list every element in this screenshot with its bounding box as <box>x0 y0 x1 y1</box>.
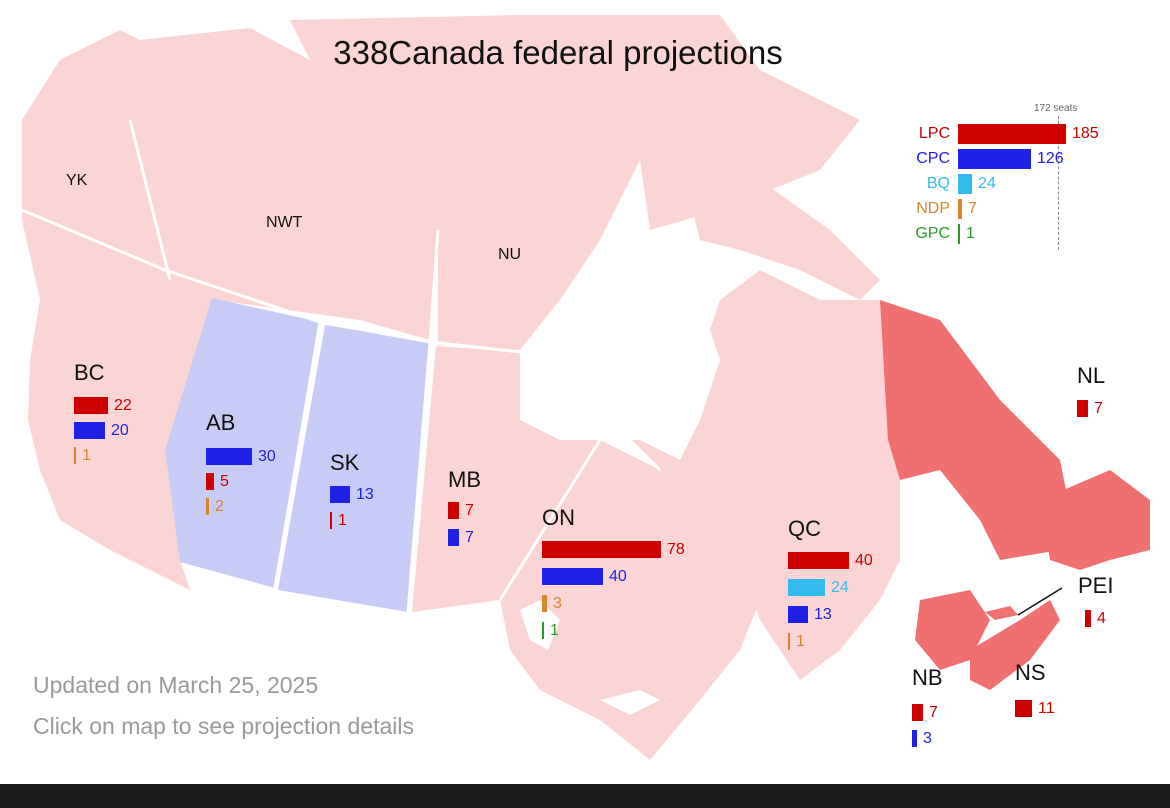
seat-value-bc-cpc: 20 <box>111 422 129 439</box>
legend-value-cpc: 126 <box>1037 150 1064 167</box>
legend-label-bq: BQ <box>926 175 950 192</box>
majority-label: 172 seats <box>1034 103 1078 114</box>
province-label-ab: AB <box>206 410 236 435</box>
click-hint: Click on map to see projection details <box>33 713 414 739</box>
seat-value-on-ndp: 3 <box>553 595 562 612</box>
pei-leader-line <box>1017 587 1063 616</box>
province-label-qc: QC <box>788 516 821 541</box>
seat-value-ns-lpc: 11 <box>1038 700 1055 717</box>
seat-value-mb-lpc: 7 <box>465 502 474 519</box>
legend-bar-lpc <box>958 124 1066 144</box>
region-nl[interactable] <box>880 300 1070 560</box>
seat-value-qc-cpc: 13 <box>814 606 832 623</box>
seat-bar-mb-cpc[interactable] <box>448 529 459 546</box>
legend-value-ndp: 7 <box>968 200 977 217</box>
seat-bar-on-ndp[interactable] <box>542 595 547 612</box>
seat-value-pei-lpc: 4 <box>1097 610 1106 627</box>
seat-value-bc-lpc: 22 <box>114 397 132 414</box>
seat-bar-on-cpc[interactable] <box>542 568 603 585</box>
seat-value-on-cpc: 40 <box>609 568 627 585</box>
legend-value-lpc: 185 <box>1072 125 1099 142</box>
seat-value-nl-lpc: 7 <box>1094 400 1103 417</box>
legend-bar-cpc <box>958 149 1031 169</box>
seat-bar-qc-cpc[interactable] <box>788 606 808 623</box>
map-title: 338Canada federal projections <box>333 34 783 71</box>
legend-bar-gpc <box>958 224 960 244</box>
legend-value-gpc: 1 <box>966 225 975 242</box>
seat-bar-ns-lpc[interactable] <box>1015 700 1032 717</box>
label-nwt: NWT <box>266 214 303 231</box>
region-nu[interactable] <box>290 15 650 350</box>
seat-value-ab-lpc: 5 <box>220 473 229 490</box>
province-label-bc: BC <box>74 360 105 385</box>
majority-line <box>1058 116 1059 250</box>
province-label-sk: SK <box>330 450 360 475</box>
seat-bar-pei-lpc[interactable] <box>1085 610 1091 627</box>
baffin-island <box>690 180 880 300</box>
seat-value-qc-bq: 24 <box>831 579 849 596</box>
seat-value-qc-ndp: 1 <box>796 633 805 650</box>
label-nu: NU <box>498 246 522 263</box>
seat-value-on-gpc: 1 <box>550 622 559 639</box>
province-label-mb: MB <box>448 467 481 492</box>
seat-value-qc-lpc: 40 <box>855 552 873 569</box>
seat-bar-bc-ndp[interactable] <box>74 447 76 464</box>
seat-value-on-lpc: 78 <box>667 541 685 558</box>
hudson-bay <box>520 240 720 460</box>
legend-bar-ndp <box>958 199 962 219</box>
seat-value-ab-cpc: 30 <box>258 448 276 465</box>
bottom-bar <box>0 784 1170 808</box>
seat-value-sk-lpc: 1 <box>338 512 347 529</box>
legend-label-ndp: NDP <box>916 200 950 217</box>
seat-bar-on-lpc[interactable] <box>542 541 661 558</box>
seat-bar-nb-cpc[interactable] <box>912 730 917 747</box>
provincial-borders <box>21 119 662 613</box>
seat-value-nb-cpc: 3 <box>923 730 932 747</box>
label-yk: YK <box>66 172 88 189</box>
legend-bar-bq <box>958 174 972 194</box>
legend-label-cpc: CPC <box>916 150 950 167</box>
legend-label-gpc: GPC <box>915 225 950 242</box>
legend-value-bq: 24 <box>978 175 996 192</box>
region-yk[interactable] <box>22 30 165 270</box>
legend-label-lpc: LPC <box>918 125 950 142</box>
province-label-on: ON <box>542 505 575 530</box>
seat-value-nb-lpc: 7 <box>929 704 938 721</box>
seat-value-ab-ndp: 2 <box>215 498 224 515</box>
seat-bar-qc-ndp[interactable] <box>788 633 790 650</box>
seat-bar-bc-lpc[interactable] <box>74 397 108 414</box>
seat-value-mb-cpc: 7 <box>465 529 474 546</box>
region-pei[interactable] <box>985 606 1018 620</box>
seat-value-sk-cpc: 13 <box>356 486 374 503</box>
region-nwt[interactable] <box>130 28 438 340</box>
seat-bar-on-gpc[interactable] <box>542 622 544 639</box>
seat-bar-ab-cpc[interactable] <box>206 448 252 465</box>
province-label-nl: NL <box>1077 363 1106 388</box>
seat-bar-sk-lpc[interactable] <box>330 512 332 529</box>
region-sk[interactable] <box>278 325 430 612</box>
region-on[interactable] <box>500 440 760 760</box>
region-ns[interactable] <box>970 600 1060 690</box>
province-label-nb: NB <box>912 665 943 690</box>
region-ab[interactable] <box>165 298 320 588</box>
arctic-islands <box>520 15 860 230</box>
province-label-ns: NS <box>1015 660 1046 685</box>
seat-bar-ab-lpc[interactable] <box>206 473 214 490</box>
seat-value-bc-ndp: 1 <box>82 447 91 464</box>
region-mb[interactable] <box>412 346 600 612</box>
seat-bar-qc-bq[interactable] <box>788 579 825 596</box>
seat-bar-qc-lpc[interactable] <box>788 552 849 569</box>
seat-bar-sk-cpc[interactable] <box>330 486 350 503</box>
great-lakes <box>520 600 660 715</box>
seat-bar-mb-lpc[interactable] <box>448 502 459 519</box>
province-label-pei: PEI <box>1078 573 1114 598</box>
newfoundland-island <box>1040 470 1150 570</box>
seat-bar-bc-cpc[interactable] <box>74 422 105 439</box>
seat-bar-ab-ndp[interactable] <box>206 498 209 515</box>
updated-date: Updated on March 25, 2025 <box>33 672 319 698</box>
seat-bar-nb-lpc[interactable] <box>912 704 923 721</box>
seat-bar-nl-lpc[interactable] <box>1077 400 1088 417</box>
